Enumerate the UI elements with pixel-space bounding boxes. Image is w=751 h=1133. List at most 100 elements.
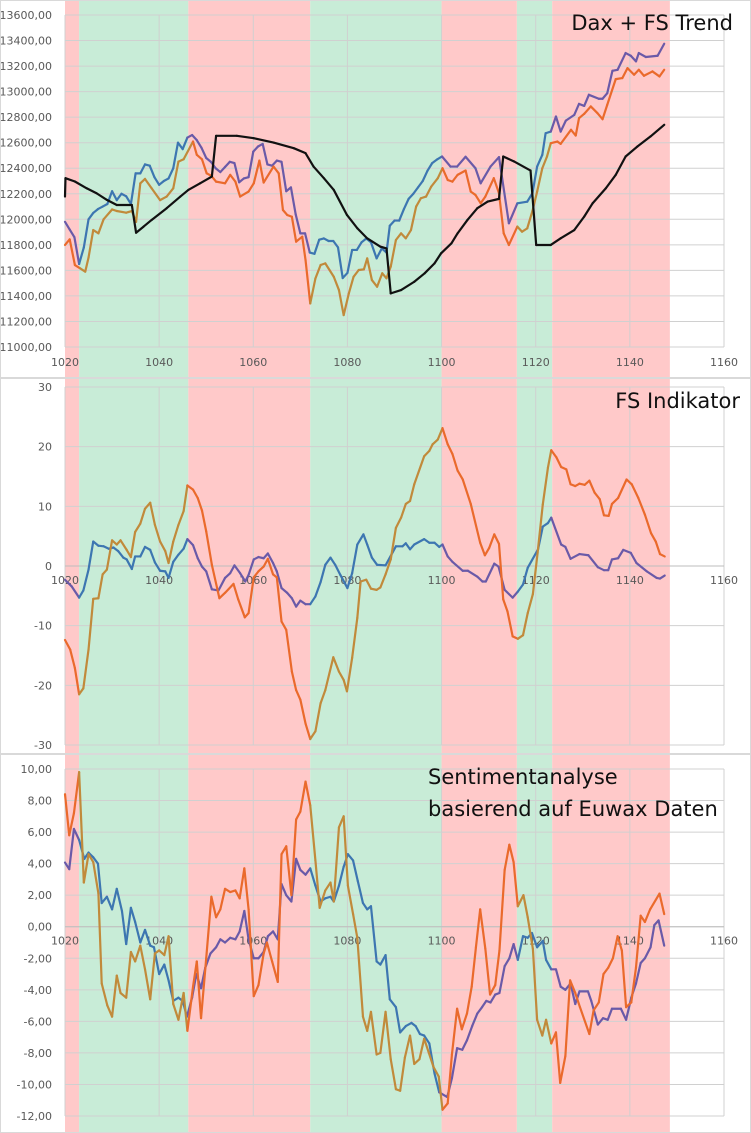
series-segment	[389, 1058, 398, 1091]
series-segment	[606, 1007, 614, 1021]
x-tick-label: 1100	[428, 935, 456, 948]
series-segment	[497, 542, 505, 601]
series-segment	[648, 892, 661, 911]
series-segment	[275, 576, 283, 623]
series-segment	[73, 236, 81, 266]
series-segment	[512, 860, 519, 908]
series-segment	[404, 228, 413, 240]
series-segment	[244, 573, 250, 583]
series-segment	[73, 180, 88, 190]
series-segment	[461, 1039, 469, 1051]
series-segment	[635, 561, 648, 573]
series-segment	[182, 991, 189, 1032]
series-segment	[522, 894, 529, 919]
signal-region-buy	[310, 754, 442, 1133]
series-segment	[223, 936, 232, 944]
series-segment	[398, 207, 406, 222]
series-segment	[569, 552, 581, 560]
series-segment	[117, 549, 125, 559]
x-tick-label: 1080	[333, 356, 361, 369]
series-segment	[252, 159, 261, 185]
series-segment	[544, 958, 553, 971]
series-segment	[280, 883, 288, 897]
series-segment	[428, 443, 434, 452]
series-segment	[498, 868, 506, 952]
series-segment	[536, 167, 544, 193]
series-segment	[285, 628, 293, 673]
series-segment	[342, 815, 349, 887]
y-tick-label: 13600,00	[0, 9, 52, 22]
series-segment	[125, 950, 132, 999]
series-segment	[214, 180, 227, 185]
series-segment	[550, 516, 563, 546]
series-segment	[252, 983, 260, 998]
series-segment	[451, 452, 459, 472]
series-segment	[370, 278, 379, 288]
series-segment	[130, 203, 138, 234]
series-segment	[436, 167, 444, 180]
series-segment	[554, 115, 562, 133]
series-segment	[158, 195, 168, 202]
series-segment	[92, 860, 100, 895]
series-segment	[587, 93, 600, 100]
series-segment	[209, 946, 218, 955]
series-segment	[102, 208, 114, 221]
series-segment	[351, 616, 359, 659]
series-segment	[247, 576, 255, 615]
series-segment	[129, 172, 137, 206]
series-segment	[516, 200, 529, 205]
series-segment	[607, 558, 614, 572]
series-segment	[314, 702, 322, 733]
series-segment	[143, 928, 152, 947]
series-segment	[389, 526, 398, 561]
series-segment	[332, 826, 341, 903]
series-segment	[324, 556, 332, 566]
series-segment	[399, 1024, 407, 1034]
series-segment	[150, 207, 168, 222]
series-segment	[239, 572, 247, 583]
series-segment	[531, 947, 539, 1021]
series-segment	[304, 780, 312, 807]
series-segment	[361, 1015, 369, 1032]
series-segment	[172, 523, 180, 543]
x-tick-label: 1160	[710, 935, 738, 948]
series-segment	[588, 479, 596, 494]
series-segment	[461, 478, 472, 506]
series-segment	[152, 946, 161, 976]
series-segment	[177, 547, 185, 556]
series-segment	[433, 252, 443, 265]
series-segment	[177, 510, 185, 526]
series-segment	[385, 247, 392, 295]
series-segment	[150, 187, 162, 202]
series-segment	[234, 930, 241, 941]
series-segment	[574, 991, 582, 1009]
x-tick-label: 1160	[710, 356, 738, 369]
series-segment	[643, 908, 652, 924]
series-segment	[85, 187, 98, 195]
series-segment	[247, 150, 255, 179]
series-segment	[257, 565, 265, 573]
series-segment	[456, 1007, 463, 1031]
series-segment	[205, 895, 213, 960]
series-segment	[645, 570, 658, 580]
series-segment	[654, 540, 662, 556]
series-segment	[149, 501, 157, 526]
series-segment	[460, 1012, 469, 1031]
y-tick-label: 11800,00	[0, 239, 52, 252]
series-segment	[285, 845, 293, 897]
series-segment	[319, 689, 327, 705]
series-segment	[450, 1007, 459, 1056]
series-segment	[214, 908, 222, 919]
series-segment	[541, 1018, 548, 1037]
series-segment	[596, 566, 606, 572]
series-segment	[658, 68, 666, 78]
series-segment	[404, 542, 412, 551]
series-segment	[545, 142, 552, 158]
series-segment	[172, 141, 180, 170]
series-segment	[497, 192, 505, 235]
series-segment	[479, 195, 487, 205]
series-segment	[531, 165, 539, 195]
y-tick-label: 10	[38, 500, 52, 513]
series-segment	[87, 540, 95, 571]
series-segment	[223, 160, 231, 169]
